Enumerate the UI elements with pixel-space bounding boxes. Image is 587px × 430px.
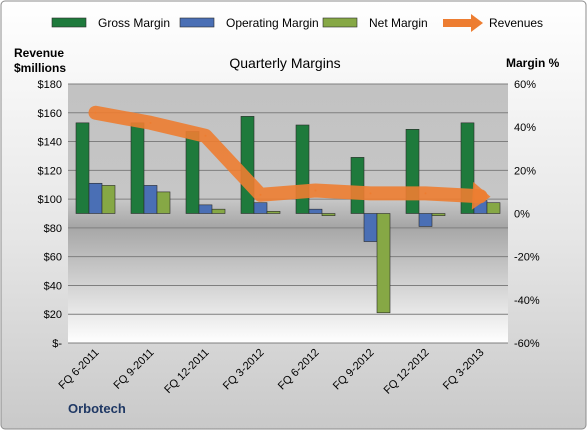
left-tick-label: $120 — [38, 165, 62, 177]
source-label: Orbotech — [68, 401, 126, 416]
left-tick-label: $180 — [38, 79, 62, 91]
bar-net-margin — [156, 191, 171, 214]
legend-swatch-net-margin — [322, 17, 358, 28]
chart-title: Quarterly Margins — [229, 55, 340, 71]
right-tick-label: 60% — [514, 79, 536, 91]
right-tick-label: 40% — [514, 122, 536, 134]
legend-swatch-gross-margin — [51, 17, 87, 28]
bar-net-margin — [211, 208, 226, 214]
bar-gross-margin — [185, 131, 200, 214]
left-axis-title-line1: Revenue — [14, 46, 64, 60]
left-tick-label: $80 — [44, 223, 62, 235]
legend-label-revenues: Revenues — [489, 16, 543, 30]
right-tick-label: -20% — [514, 252, 540, 264]
legend-arrow-revenues — [471, 14, 483, 32]
right-axis-title: Margin % — [506, 56, 560, 70]
revenue-point — [94, 111, 97, 114]
bar-net-margin — [486, 202, 501, 214]
bar-net-margin — [266, 211, 281, 214]
revenue-arrowhead — [471, 181, 491, 210]
bar-operating-margin — [418, 213, 433, 227]
left-tick-label: $20 — [44, 309, 62, 321]
left-tick-label: $- — [52, 338, 62, 350]
left-tick-label: $100 — [38, 194, 62, 206]
revenue-point — [259, 193, 262, 196]
bar-gross-margin — [350, 157, 365, 214]
bar-net-margin — [321, 213, 336, 216]
bar-gross-margin — [295, 124, 310, 214]
right-tick-label: 20% — [514, 165, 536, 177]
bar-gross-margin — [130, 122, 145, 214]
revenue-point — [314, 189, 317, 192]
revenue-point — [424, 192, 427, 195]
bar-net-margin — [101, 185, 116, 214]
bar-operating-margin — [253, 202, 268, 214]
bar-operating-margin — [363, 213, 378, 242]
revenue-point — [369, 192, 372, 195]
left-tick-label: $160 — [38, 108, 62, 120]
legend-swatch-operating-margin — [179, 17, 215, 28]
right-tick-label: -60% — [514, 338, 540, 350]
bar-operating-margin — [88, 182, 103, 214]
left-axis-title-line2: $millions — [14, 61, 66, 75]
bar-operating-margin — [143, 185, 158, 214]
legend-label-gross-margin: Gross Margin — [98, 16, 170, 30]
revenue-line — [88, 105, 488, 204]
legend-label-operating-margin: Operating Margin — [226, 16, 319, 30]
left-tick-label: $140 — [38, 137, 62, 149]
revenue-point — [149, 121, 152, 124]
bar-gross-margin — [75, 122, 90, 214]
bar-operating-margin — [308, 208, 323, 214]
bar-operating-margin — [198, 204, 213, 214]
right-tick-label: -40% — [514, 295, 540, 307]
left-tick-label: $60 — [44, 252, 62, 264]
bar-gross-margin — [240, 116, 255, 214]
legend-label-net-margin: Net Margin — [369, 16, 428, 30]
bar-gross-margin — [405, 129, 420, 214]
revenue-point — [204, 134, 207, 137]
bar-net-margin — [431, 213, 446, 216]
left-tick-label: $40 — [44, 280, 62, 292]
bar-net-margin — [376, 213, 391, 314]
right-tick-label: 0% — [514, 209, 530, 221]
